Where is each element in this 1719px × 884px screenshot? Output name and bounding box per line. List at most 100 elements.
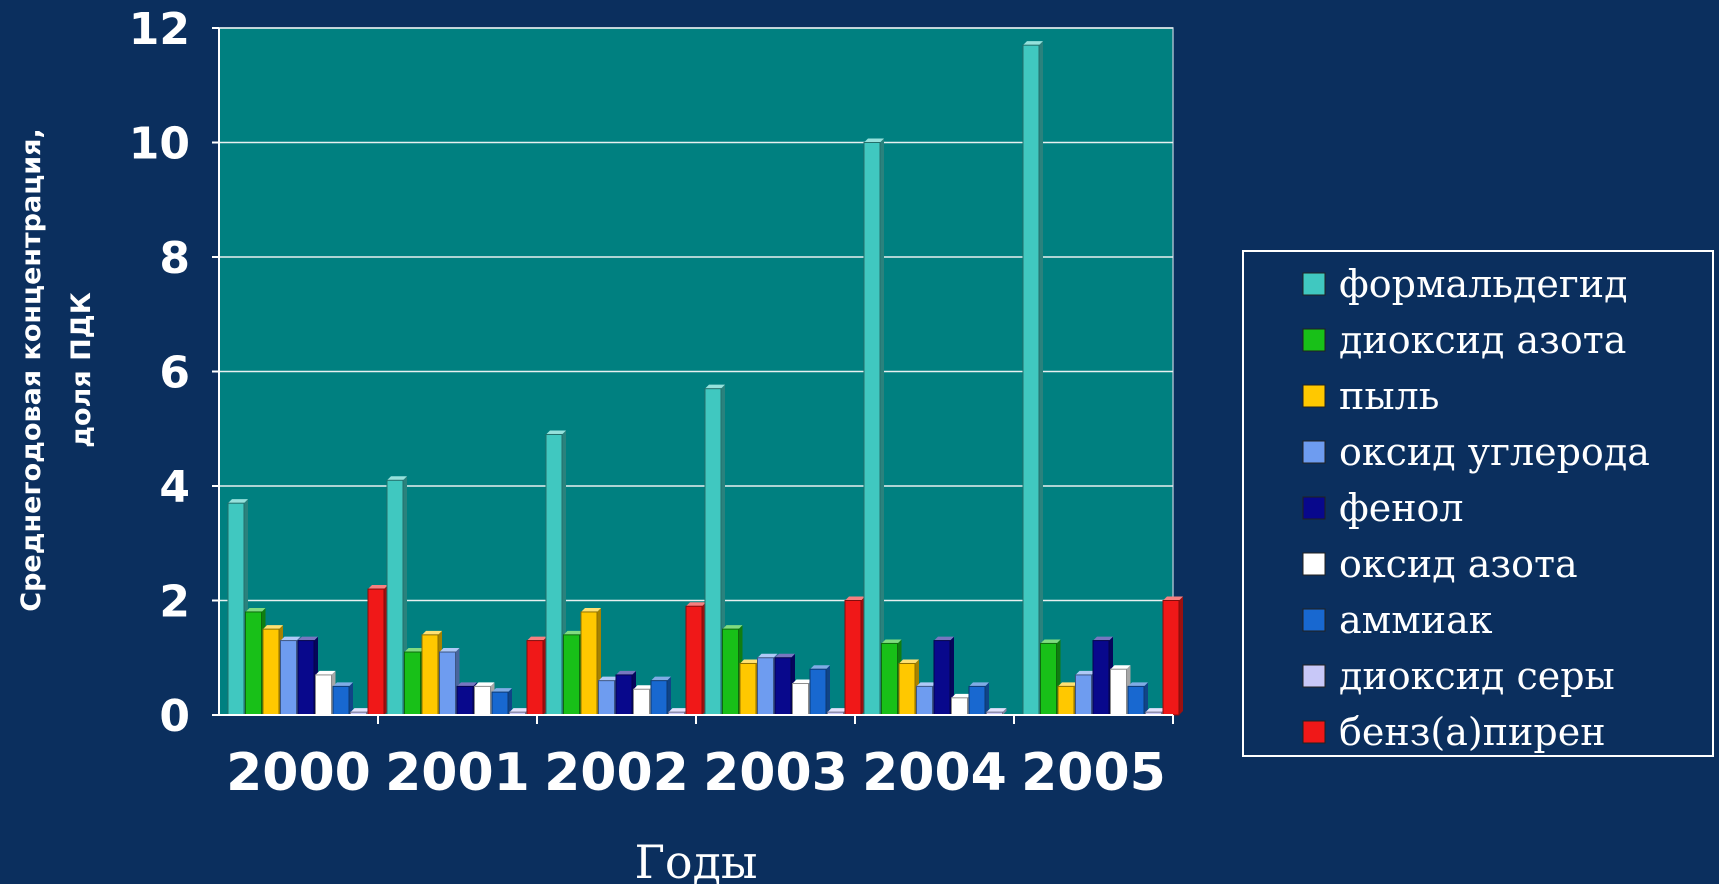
bar-face bbox=[474, 685, 491, 716]
bar-face bbox=[1110, 668, 1127, 716]
legend-swatch bbox=[1302, 496, 1326, 520]
bar-top bbox=[298, 636, 318, 641]
bar-face bbox=[633, 688, 650, 716]
x-tick-label: 2004 bbox=[862, 743, 1007, 803]
bar-top bbox=[705, 384, 725, 389]
bar bbox=[1022, 41, 1043, 716]
legend: формальдегид диоксид азота пыль оксид углер… bbox=[1302, 262, 1650, 754]
bar-side bbox=[826, 665, 830, 715]
bar-top bbox=[439, 648, 460, 653]
x-tick-label: 2002 bbox=[544, 743, 689, 803]
bar bbox=[968, 682, 989, 716]
y-axis-label-line-2: доля ПДК bbox=[66, 292, 97, 448]
legend-item: фенол bbox=[1302, 486, 1464, 530]
bar-face bbox=[792, 683, 809, 716]
bar-top bbox=[792, 679, 813, 684]
bar-top bbox=[969, 682, 989, 687]
bar-face bbox=[809, 668, 827, 716]
bar bbox=[491, 688, 512, 716]
bar-top bbox=[864, 138, 884, 143]
bar-top bbox=[757, 653, 778, 658]
bar-top bbox=[563, 630, 584, 635]
legend-swatch bbox=[1302, 720, 1326, 744]
bar-face bbox=[280, 640, 297, 716]
bar-face bbox=[262, 628, 280, 716]
bar-top bbox=[245, 607, 266, 612]
bar-top bbox=[845, 596, 865, 601]
x-tick-label: 2003 bbox=[703, 743, 848, 803]
bar-top bbox=[598, 676, 619, 681]
bar-side bbox=[667, 676, 671, 715]
x-tick-label: 2000 bbox=[226, 743, 371, 803]
bar bbox=[863, 138, 884, 716]
bar-top bbox=[228, 499, 248, 504]
legend-label: диоксид азота bbox=[1339, 318, 1626, 362]
bar-top bbox=[457, 682, 477, 687]
bar-face bbox=[757, 657, 774, 716]
bar-top bbox=[1075, 670, 1096, 675]
bar bbox=[526, 636, 547, 716]
y-tick-label: 0 bbox=[159, 691, 190, 742]
legend-item: бенз(а)пирен bbox=[1302, 710, 1606, 754]
bar-face bbox=[968, 685, 986, 716]
bar-top bbox=[527, 636, 547, 641]
legend-label: пыль bbox=[1339, 374, 1439, 418]
bar-face bbox=[844, 600, 862, 716]
bar-face bbox=[881, 642, 898, 716]
bar-face bbox=[1092, 640, 1110, 716]
legend-item: диоксид серы bbox=[1302, 654, 1615, 698]
bar bbox=[650, 676, 671, 716]
legend-swatch bbox=[1302, 440, 1326, 464]
bar-face bbox=[704, 388, 722, 716]
x-tick-labels: 2000 2001 2002 2003 2004 2005 bbox=[226, 743, 1166, 803]
bar-top bbox=[668, 708, 689, 713]
bar-face bbox=[456, 685, 474, 716]
bar-face bbox=[297, 640, 315, 716]
bar-face bbox=[439, 651, 456, 716]
bar-top bbox=[1145, 708, 1166, 713]
legend-label: фенол bbox=[1339, 486, 1464, 530]
bar-face bbox=[332, 685, 350, 716]
y-tick-label: 6 bbox=[159, 348, 190, 399]
bar-face bbox=[933, 640, 951, 716]
legend-item: оксид углерода bbox=[1302, 430, 1650, 474]
legend-label: диоксид серы bbox=[1339, 654, 1615, 698]
y-axis-label: Среднегодовая концентрация, доля ПДК bbox=[16, 128, 97, 612]
bar-face bbox=[315, 674, 332, 716]
bar-top bbox=[934, 636, 954, 641]
y-tick-label: 8 bbox=[159, 233, 190, 284]
bar-top bbox=[1163, 596, 1183, 601]
bar-top bbox=[1093, 636, 1113, 641]
bar-top bbox=[404, 648, 425, 653]
y-tick-label: 2 bbox=[159, 577, 190, 628]
bar-top bbox=[315, 670, 336, 675]
bar-side bbox=[1002, 708, 1007, 715]
bar-top bbox=[333, 682, 353, 687]
legend-item: аммиак bbox=[1302, 598, 1493, 642]
bar-top bbox=[546, 430, 566, 435]
bar-face bbox=[386, 479, 404, 716]
bar-top bbox=[1110, 665, 1131, 670]
bar-face bbox=[1075, 674, 1092, 716]
axes bbox=[212, 27, 1174, 724]
bar-face bbox=[650, 680, 668, 716]
bar-face bbox=[898, 662, 916, 716]
bar-face bbox=[685, 605, 703, 716]
bar-top bbox=[1023, 41, 1043, 46]
bar-face bbox=[1162, 600, 1180, 716]
bar-top bbox=[492, 688, 512, 693]
bar-top bbox=[810, 665, 830, 670]
legend-item: оксид азота bbox=[1302, 542, 1578, 586]
legend-item: формальдегид bbox=[1302, 262, 1628, 306]
bar-top bbox=[722, 625, 743, 630]
x-tick-label: 2001 bbox=[385, 743, 530, 803]
legend-label: аммиак bbox=[1339, 598, 1493, 642]
bar-face bbox=[598, 680, 615, 716]
y-tick-label: 10 bbox=[129, 119, 190, 170]
bar-face bbox=[1057, 685, 1075, 716]
bar-top bbox=[986, 708, 1007, 713]
bar-face bbox=[421, 634, 439, 716]
bar-face bbox=[615, 674, 633, 716]
bar-top bbox=[350, 708, 371, 713]
